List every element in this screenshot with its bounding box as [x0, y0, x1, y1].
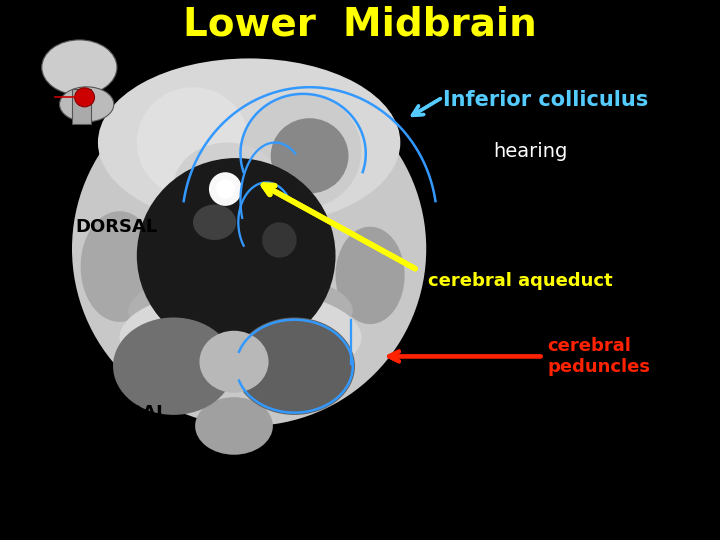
Ellipse shape	[81, 211, 158, 322]
Ellipse shape	[60, 87, 114, 122]
Ellipse shape	[113, 318, 234, 415]
Ellipse shape	[195, 397, 273, 455]
Ellipse shape	[199, 330, 269, 393]
Text: VENTRAL: VENTRAL	[76, 404, 168, 422]
Ellipse shape	[72, 72, 426, 426]
Circle shape	[209, 172, 242, 206]
Ellipse shape	[271, 118, 348, 193]
Ellipse shape	[128, 271, 353, 350]
Text: cerebral aqueduct: cerebral aqueduct	[428, 272, 613, 290]
Circle shape	[75, 88, 94, 107]
Ellipse shape	[262, 222, 297, 258]
Ellipse shape	[234, 318, 355, 415]
Ellipse shape	[98, 58, 400, 227]
Text: DORSAL: DORSAL	[76, 218, 158, 236]
Text: Lower  Midbrain: Lower Midbrain	[183, 5, 537, 43]
Circle shape	[216, 179, 235, 199]
Ellipse shape	[336, 227, 405, 324]
Text: hearing: hearing	[493, 141, 567, 161]
Bar	[72, 89, 91, 124]
Text: Inferior colliculus: Inferior colliculus	[443, 90, 648, 110]
Ellipse shape	[120, 289, 361, 386]
Ellipse shape	[137, 158, 336, 353]
Ellipse shape	[42, 40, 117, 95]
Ellipse shape	[174, 143, 282, 231]
Ellipse shape	[137, 87, 249, 198]
Text: cerebral
peduncles: cerebral peduncles	[547, 337, 650, 376]
Ellipse shape	[240, 94, 361, 209]
Ellipse shape	[193, 205, 236, 240]
